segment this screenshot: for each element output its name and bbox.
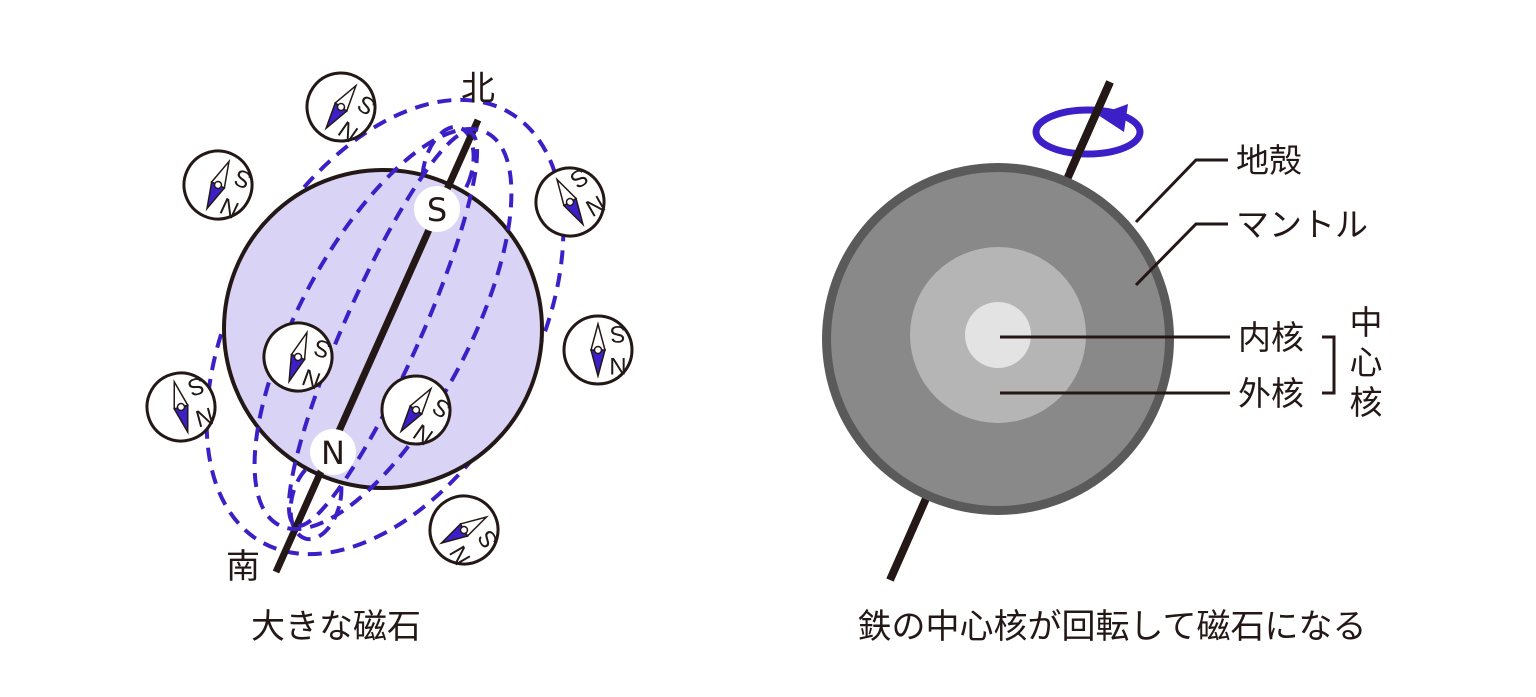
compass-icon: N S xyxy=(137,363,225,451)
right-caption: 鉄の中心核が回転して磁石になる xyxy=(858,607,1367,647)
compass-icon: N S xyxy=(416,482,512,578)
inner-core-layer xyxy=(965,302,1031,368)
south-label: 南 xyxy=(226,547,260,587)
mantle-leader xyxy=(1134,222,1228,287)
pole-label-n: N xyxy=(321,434,345,472)
core-group-char-3: 核 xyxy=(1350,383,1383,422)
crust-label: 地殻 xyxy=(1236,141,1302,180)
svg-text:N: N xyxy=(192,402,216,433)
outer-core-label: 外核 xyxy=(1238,374,1304,413)
compass-icon: N S xyxy=(562,314,634,386)
field-line-narrow xyxy=(286,129,480,529)
pole-label-s: S xyxy=(427,191,447,229)
core-bracket xyxy=(1322,335,1336,395)
inner-core-label: 内核 xyxy=(1238,318,1304,357)
field-line-mid xyxy=(252,126,514,532)
rotation-axis-top xyxy=(1066,80,1114,174)
svg-text:S: S xyxy=(185,371,207,401)
right-figure: 地殻 マントル 内核 外核 中 心 核 鉄の中心核が回転して磁石になる xyxy=(822,80,1383,647)
rotation-arrow-icon xyxy=(1032,104,1144,158)
left-figure: S N N S N S N S N S N S xyxy=(137,58,634,647)
compass-icon: N S xyxy=(292,58,390,156)
pole-marker-s: S xyxy=(414,186,460,232)
core-group-char-2: 心 xyxy=(1350,343,1383,382)
north-label: 北 xyxy=(461,69,495,109)
left-caption: 大きな磁石 xyxy=(251,607,421,647)
compass-icon: N S xyxy=(171,138,265,232)
field-lines-inner xyxy=(252,126,514,532)
compass-icon: N S xyxy=(522,154,618,250)
leader-lines xyxy=(1000,158,1336,395)
pole-marker-n: N xyxy=(310,429,356,475)
svg-text:S: S xyxy=(610,320,626,347)
field-line-lower-loop xyxy=(288,458,344,542)
crust-leader xyxy=(1134,158,1228,224)
core-group-char-1: 中 xyxy=(1350,303,1383,342)
svg-text:N: N xyxy=(609,352,626,379)
mantle-label: マントル xyxy=(1236,205,1368,244)
